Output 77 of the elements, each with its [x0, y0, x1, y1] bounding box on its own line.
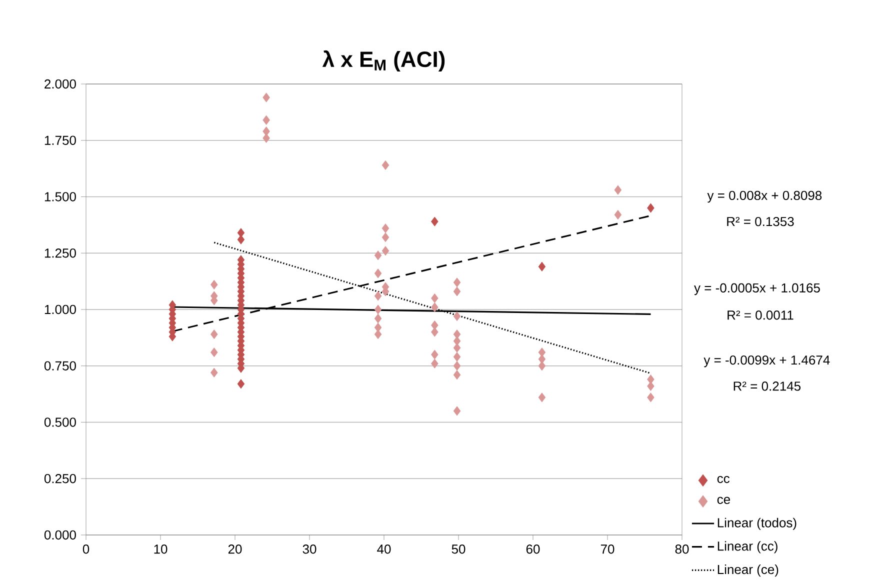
point: [374, 304, 382, 314]
point: [431, 358, 438, 368]
point: [538, 348, 546, 358]
point: [453, 311, 461, 322]
point: [431, 302, 438, 312]
text: R² = 0.1353: [727, 216, 794, 226]
point: [374, 322, 382, 332]
legend-label: Linear (cc): [718, 541, 778, 554]
point: [431, 293, 438, 304]
x-tick-label: 40: [377, 544, 391, 554]
point: [382, 246, 390, 256]
point: [237, 228, 245, 238]
text: y = -0.0099x + 1.4674: [704, 355, 830, 368]
point: [431, 216, 438, 226]
point: [210, 280, 218, 290]
text: R² = 0.2145: [734, 382, 801, 391]
point: [453, 370, 461, 380]
y-tick-label: 1.750: [44, 136, 76, 145]
point: [453, 278, 461, 288]
point: [237, 379, 245, 389]
point: [614, 210, 622, 220]
point: [453, 361, 461, 371]
point: [262, 133, 270, 143]
point: [431, 350, 438, 360]
point: [210, 329, 218, 340]
point: [453, 336, 461, 346]
point: [647, 392, 654, 402]
point: [647, 381, 654, 391]
x-tick-label: 70: [600, 544, 614, 554]
point: [538, 361, 546, 371]
point: [453, 406, 461, 416]
legend-label: Linear (ce): [718, 564, 778, 577]
chart-title: λ x E$_{M}$ (ACI): [322, 50, 445, 72]
point: [374, 291, 382, 301]
x-tick-label: 20: [228, 544, 242, 554]
point: [210, 368, 218, 378]
y-tick-label: 1.500: [44, 192, 76, 202]
point: [262, 115, 270, 125]
text: y = 0.008x + 0.8098: [707, 190, 822, 203]
point: [538, 392, 546, 402]
point: [374, 314, 382, 324]
point: [453, 286, 461, 296]
y-tick-label: 1.000: [44, 304, 76, 314]
x-tick-label: 50: [452, 544, 466, 554]
point: [538, 262, 546, 272]
y-tick-label: 1.250: [44, 248, 76, 258]
x-tick-label: 80: [675, 544, 689, 554]
text: R² = 0.0011: [728, 310, 794, 320]
point: [382, 224, 390, 234]
x-tick-label: 0: [82, 544, 90, 554]
point: [374, 250, 382, 260]
legend-label: cc: [717, 476, 730, 484]
y-tick-label: 0.500: [44, 418, 76, 427]
y-tick-label: 2.000: [44, 79, 76, 89]
x-tick-label: 60: [526, 544, 540, 554]
point: [453, 352, 461, 362]
point: [382, 232, 390, 242]
point: [210, 348, 218, 358]
point: [374, 268, 382, 278]
point: [374, 329, 382, 340]
x-tick-label: 30: [302, 544, 316, 554]
point: [382, 160, 390, 170]
point: [614, 185, 622, 195]
point: [262, 92, 270, 102]
point: [647, 203, 654, 213]
point: [647, 374, 654, 384]
point: [453, 343, 461, 353]
point: [431, 327, 438, 337]
point: [453, 329, 461, 340]
y-tick-label: 0.750: [44, 361, 76, 370]
legend-label: ce: [717, 496, 730, 504]
point: [237, 234, 245, 244]
text: y = -0.0005x + 1.0165: [694, 283, 820, 296]
y-tick-label: 0.250: [44, 474, 76, 484]
legend-label: Linear (todos): [718, 518, 796, 530]
y-tick-label: 0.000: [44, 530, 76, 540]
x-tick-label: 10: [154, 544, 168, 554]
